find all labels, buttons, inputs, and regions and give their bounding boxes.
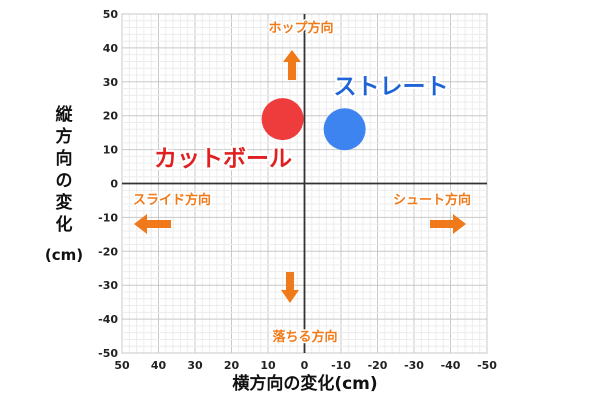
y-axis-title-char: (cm): [45, 246, 83, 264]
x-tick-label: 30: [187, 359, 203, 372]
annotation-drop: 落ちる方向: [272, 329, 337, 345]
x-tick-label: -20: [368, 359, 388, 372]
data-point: [323, 108, 366, 151]
y-tick-label: -40: [98, 313, 118, 326]
y-axis-title-char: 縦: [56, 104, 74, 125]
x-tick-label: 20: [224, 359, 240, 372]
y-tick-label: 10: [103, 144, 119, 157]
y-axis-title-char: 化: [56, 214, 73, 235]
x-tick-label: 10: [260, 359, 276, 372]
y-tick-label: -20: [98, 245, 118, 258]
annotation-shoot: シュート方向: [393, 192, 471, 208]
arrow-right-icon: [430, 214, 466, 234]
y-tick-label: -10: [98, 211, 118, 224]
y-axis-title-char: 方: [56, 126, 73, 147]
y-tick-label: 20: [103, 110, 119, 123]
arrow-left-icon: [134, 214, 171, 234]
y-axis-title: 縦 方 向 の 変 化 (cm): [45, 104, 83, 264]
x-tick-label: 0: [301, 359, 309, 372]
x-tick-label: 50: [114, 359, 130, 372]
x-tick-label: -10: [331, 359, 351, 372]
axes: [122, 14, 487, 353]
y-tick-label: 30: [103, 76, 119, 89]
y-tick-label: -50: [98, 347, 118, 360]
y-axis-title-char: 変: [56, 192, 73, 213]
data-points: [261, 98, 366, 151]
y-tick-label: 50: [103, 8, 119, 21]
y-tick-label: 0: [110, 178, 118, 191]
x-axis-title: 横方向の変化(cm): [232, 373, 377, 394]
y-tick-label: 40: [103, 42, 119, 55]
direction-arrows: [134, 50, 466, 303]
y-tick-label: -30: [98, 279, 118, 292]
arrow-up-icon: [283, 50, 301, 80]
x-tick-label: -30: [404, 359, 424, 372]
annotation-hop: ホップ方向: [268, 20, 333, 36]
x-tick-label: 40: [151, 359, 167, 372]
x-tick-label: -40: [441, 359, 461, 372]
data-point: [261, 98, 304, 141]
y-axis-title-char: の: [56, 171, 73, 191]
y-axis-title-char: 向: [56, 148, 73, 169]
x-tick-label: -50: [477, 359, 497, 372]
arrow-down-icon: [281, 272, 299, 303]
series-label-cutball: カットボール: [154, 146, 292, 172]
annotation-slide: スライド方向: [133, 192, 211, 208]
series-label-straight: ストレート: [334, 74, 449, 100]
